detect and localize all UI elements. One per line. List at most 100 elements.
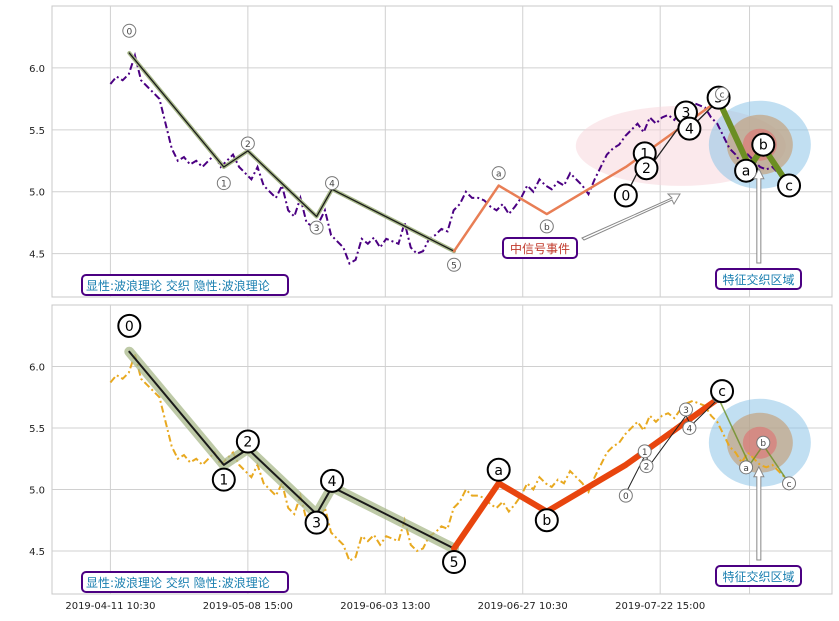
pattern-label-box: 显性:波浪理论 交织 隐性:波浪理论 [81, 571, 289, 593]
pattern-label-text: 显性:波浪理论 交织 隐性:波浪理论 [86, 278, 270, 293]
wave-label-circle [117, 313, 142, 338]
x-tick-label: 2019-07-22 15:00 [615, 601, 705, 612]
wave-label-text: 0 [621, 188, 630, 204]
wave-label-text: 2 [243, 435, 252, 451]
wave-label-circle [442, 550, 467, 575]
wave-label-text: b [542, 513, 551, 529]
y-tick-label: 5.0 [29, 485, 45, 496]
pattern-label-box: 显性:波浪理论 交织 隐性:波浪理论 [81, 274, 289, 296]
chart-panel-bottom: 4.55.05.56.0012345ab012345cabc显性:波浪理论 交织… [29, 304, 833, 612]
feature-label-text: 特征交织区域 [722, 272, 794, 287]
wave-label-circle [235, 429, 260, 454]
signal-label-border [502, 237, 578, 259]
wave-label-text: 1 [640, 146, 649, 162]
x-tick-label: 2019-04-11 10:30 [65, 601, 155, 612]
wave-label-text: a [742, 164, 751, 180]
wave-label-circle [734, 158, 759, 183]
wave-label-circle [309, 220, 324, 235]
wave-label-text: 3 [314, 224, 320, 234]
wave-label-circle [325, 176, 340, 191]
wave-label-text: 1 [221, 180, 227, 190]
x-tick-label: 2019-06-03 13:00 [340, 601, 430, 612]
wave-label-text: 0 [623, 492, 629, 502]
wave-label-text: 3 [312, 516, 321, 532]
wave-label-text: b [759, 138, 768, 154]
sub-wave-line [452, 98, 720, 253]
wave-label-circle [710, 379, 735, 404]
wave-label-text: b [544, 223, 550, 233]
wave-label-circle [739, 460, 754, 475]
feature-arrow [753, 167, 765, 264]
wave-label-circle [539, 219, 554, 234]
wave-label-circle [715, 86, 730, 101]
wave-label-circle [637, 444, 652, 459]
wave-label-circle [618, 488, 633, 503]
wave-label-text: 1 [219, 473, 228, 489]
wave-label-circle [216, 176, 231, 191]
chart-panel-top: 4.55.05.56.0012345ab012345cabc显性:波浪理论 交织… [29, 5, 833, 298]
wave-label-text: a [743, 464, 749, 474]
y-tick-label: 6.0 [29, 362, 45, 373]
wave-label-circle [491, 166, 506, 181]
wave-label-circle [211, 467, 236, 492]
wave-label-circle [677, 116, 702, 141]
y-tick-label: 5.0 [29, 188, 45, 199]
wave-label-circle [777, 173, 802, 198]
wave-label-text: c [718, 384, 726, 400]
wave-label-circle [320, 468, 345, 493]
x-tick-label: 2019-05-08 15:00 [203, 601, 293, 612]
wave-label-text: 4 [685, 122, 694, 138]
wave-label-text: 4 [328, 474, 337, 490]
pattern-label-border [81, 571, 289, 593]
wave-label-text: 2 [644, 463, 650, 473]
wave-label-text: 5 [451, 261, 457, 271]
wave-label-text: 0 [125, 319, 134, 335]
wave-label-text: a [496, 170, 502, 180]
wave-label-text: 4 [329, 180, 335, 190]
wave-label-circle [682, 420, 697, 435]
y-tick-label: 4.5 [29, 547, 45, 558]
wave-label-text: 3 [682, 105, 691, 121]
wave-label-circle [782, 476, 797, 491]
wave-label-circle [756, 435, 771, 450]
wave-label-text: 5 [450, 555, 459, 571]
y-tick-label: 4.5 [29, 250, 45, 261]
wave-label-text: 0 [126, 27, 132, 37]
wave-label-circle [240, 136, 255, 151]
wave-label-text: 4 [687, 424, 693, 434]
y-tick-label: 5.5 [29, 424, 45, 435]
feature-arrow [753, 465, 765, 561]
wave-label-circle [122, 23, 137, 38]
wave-label-text: 2 [642, 161, 651, 177]
wave-label-circle [534, 508, 559, 533]
signal-arrow [581, 193, 681, 241]
wave-label-circle [304, 510, 329, 535]
wave-label-circle [678, 402, 693, 417]
y-tick-label: 5.5 [29, 126, 45, 137]
wave-label-circle [634, 156, 659, 181]
y-tick-label: 6.0 [29, 64, 45, 75]
wave-label-circle [447, 257, 462, 272]
down-wave-line [715, 97, 793, 189]
wave-label-text: a [494, 463, 503, 479]
pattern-label-text: 显性:波浪理论 交织 隐性:波浪理论 [86, 575, 270, 590]
main-wave-line [128, 52, 455, 252]
pattern-label-border [81, 274, 289, 296]
wave-label-text: 3 [683, 406, 689, 416]
wave-label-circle [486, 457, 511, 482]
feature-label-text: 特征交织区域 [722, 569, 794, 584]
wave-label-text: c [785, 179, 793, 195]
feature-label-border [715, 565, 802, 587]
wave-label-circle [613, 183, 638, 208]
wave-label-text: c [787, 480, 792, 490]
down-wave-line [717, 397, 790, 485]
signal-label-text: 中信号事件 [510, 241, 570, 256]
wave-label-text: c [720, 90, 725, 100]
wave-label-text: b [760, 439, 766, 449]
feature-label-border [715, 268, 802, 290]
main-wave-line [128, 350, 456, 550]
detail-wave-line [625, 397, 720, 494]
wave-label-text: 1 [642, 448, 648, 458]
